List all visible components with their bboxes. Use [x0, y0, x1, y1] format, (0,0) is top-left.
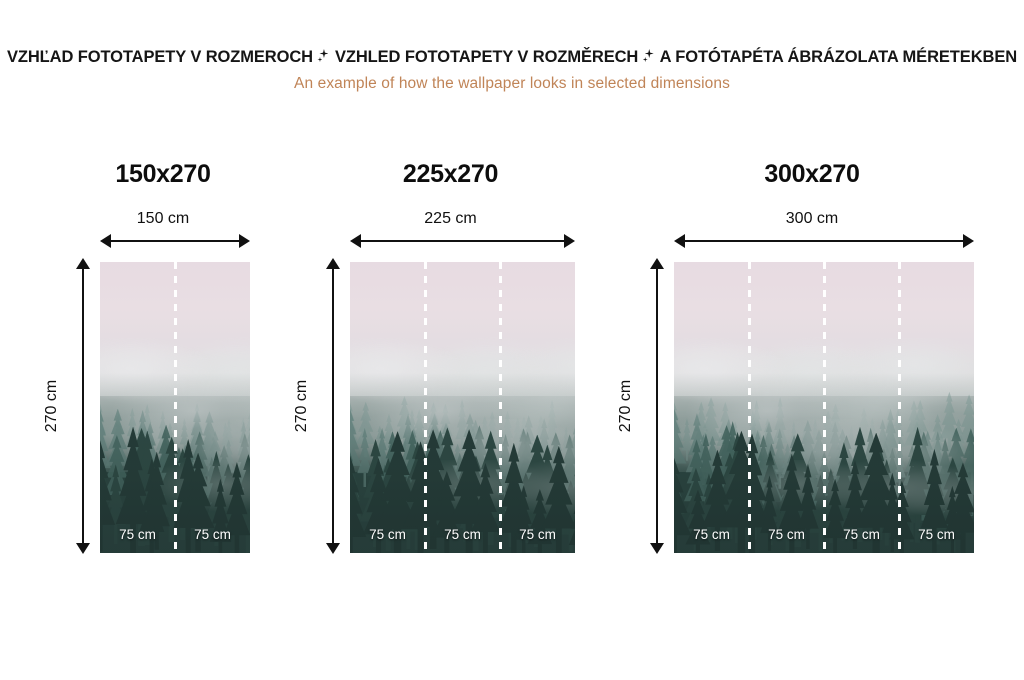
strip-width-label: 75 cm — [519, 527, 556, 542]
size-panel-300x270: 300x270 300 cm 270 cm 75 cm 75 cm 75 cm … — [612, 160, 1012, 560]
width-dimension-arrow — [674, 234, 974, 248]
strip-divider — [897, 262, 901, 553]
strip-divider — [747, 262, 751, 553]
width-dimension-arrow — [100, 234, 250, 248]
panel-height-label: 270 cm — [617, 379, 634, 433]
strip-width-label: 75 cm — [369, 527, 406, 542]
wallpaper-preview: 75 cm 75 cm 75 cm — [350, 262, 575, 553]
strip-width-label: 75 cm — [768, 527, 805, 542]
strip-divider — [498, 262, 502, 553]
forest-ground — [350, 372, 575, 553]
strip-divider — [822, 262, 826, 553]
size-panel-150x270: 150x270 150 cm 270 cm 75 cm 75 cm — [38, 160, 288, 560]
strip-width-label: 75 cm — [119, 527, 156, 542]
size-panel-225x270: 225x270 225 cm 270 cm 75 cm 75 cm 75 cm — [288, 160, 613, 560]
strip-width-label: 75 cm — [194, 527, 231, 542]
wallpaper-preview: 75 cm 75 cm 75 cm 75 cm — [674, 262, 974, 553]
forest-scene — [350, 262, 575, 553]
title-segment-cz: VZHLED FOTOTAPETY V ROZMĚRECH — [334, 48, 639, 66]
height-dimension-arrow — [76, 258, 90, 554]
panel-width-label: 150 cm — [136, 210, 190, 227]
strip-width-label: 75 cm — [444, 527, 481, 542]
panel-size-title: 150x270 — [115, 160, 211, 188]
height-dimension-arrow — [326, 258, 340, 554]
title-segment-sk: VZHĽAD FOTOTAPETY V ROZMEROCH — [6, 48, 313, 66]
width-dimension-arrow — [350, 234, 575, 248]
page-subtitle: An example of how the wallpaper looks in… — [294, 75, 730, 93]
strip-divider — [423, 262, 427, 553]
strip-divider — [173, 262, 177, 553]
strip-width-label: 75 cm — [843, 527, 880, 542]
sparkle-icon — [642, 49, 656, 65]
height-dimension-arrow — [650, 258, 664, 554]
header: VZHĽAD FOTOTAPETY V ROZMEROCH VZHLED FOT… — [0, 48, 1024, 93]
panel-size-title: 225x270 — [402, 160, 499, 188]
panel-size-title: 300x270 — [764, 160, 860, 188]
panel-height-label: 270 cm — [43, 379, 60, 433]
wallpaper-preview: 75 cm 75 cm — [100, 262, 250, 553]
panel-width-label: 300 cm — [785, 210, 839, 227]
page-title: VZHĽAD FOTOTAPETY V ROZMEROCH VZHLED FOT… — [0, 48, 1024, 66]
panel-height-label: 270 cm — [293, 379, 310, 433]
sparkle-icon — [317, 49, 330, 65]
title-segment-hu: A FOTÓTAPÉTA ÁBRÁZOLATA MÉRETEKBEN — [659, 48, 1018, 66]
panel-width-label: 225 cm — [424, 210, 477, 227]
strip-width-label: 75 cm — [918, 527, 955, 542]
strip-width-label: 75 cm — [693, 527, 730, 542]
